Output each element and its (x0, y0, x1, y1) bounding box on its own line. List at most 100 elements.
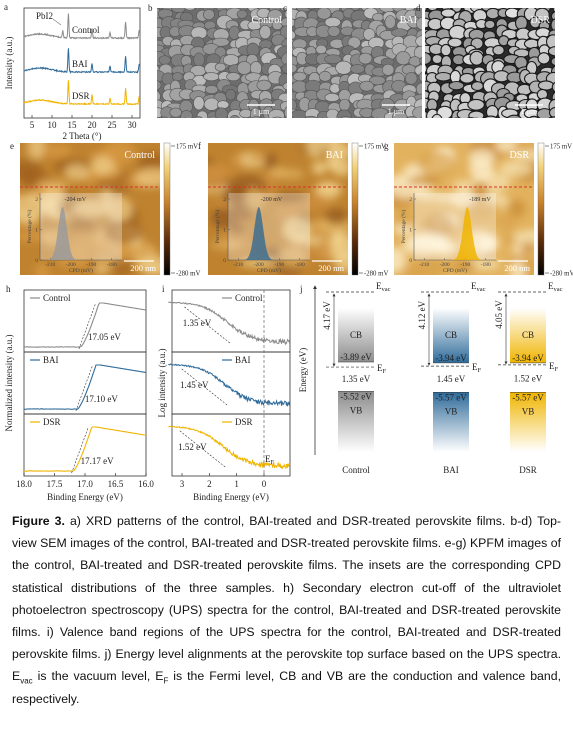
inset-tick-label: 1 (223, 228, 226, 234)
kpfm-image (394, 143, 534, 275)
image-label: DSR (531, 15, 551, 26)
caption-symbol: E (155, 669, 164, 684)
x-tick-label: 16.0 (138, 479, 154, 489)
grain (336, 109, 352, 118)
colorbar-label: 175 mV (550, 144, 572, 151)
kpfm-blob (509, 259, 526, 275)
grain (216, 100, 230, 110)
kpfm-blob (244, 187, 264, 211)
inset-x-label: CPD (mV) (257, 267, 281, 274)
grain (236, 61, 252, 75)
grain (284, 106, 287, 118)
grain (547, 46, 555, 57)
inset-x-label: CPD (mV) (69, 267, 93, 274)
grain (321, 116, 329, 118)
symbol-main: E (471, 281, 477, 291)
inset-tick-label: -190 (274, 262, 284, 268)
kpfm-blob (231, 154, 245, 169)
vb-box (338, 391, 374, 452)
kpfm-blob (273, 204, 302, 223)
inset-tick-label: -200 (66, 262, 76, 268)
inset-tick-label: -200 (254, 262, 264, 268)
grain (431, 113, 443, 118)
panel-letter: g (384, 141, 389, 151)
caption: Figure 3. a) XRD patterns of the control… (12, 510, 561, 710)
grain (184, 8, 196, 11)
sem-image (425, 8, 555, 118)
grain (180, 110, 193, 118)
kpfm-blob (90, 155, 114, 175)
peak-label: -204 mV (65, 197, 87, 203)
grain (157, 90, 161, 103)
kpfm-blob (36, 180, 70, 189)
grain (292, 63, 298, 74)
grain (292, 109, 308, 118)
cb-label: CB (350, 330, 362, 340)
grain (229, 114, 240, 118)
x-tick-label: 10 (48, 120, 58, 130)
grain (279, 8, 287, 13)
kpfm-texture (208, 143, 348, 275)
grain (474, 117, 479, 118)
grain (549, 116, 555, 118)
series-label: DSR (72, 91, 90, 101)
scale-label: 1 μm (521, 107, 538, 116)
colorbar-label: -280 mV (364, 271, 388, 278)
grain (468, 110, 485, 118)
tangent (78, 303, 96, 350)
image-label: DSR (510, 150, 530, 161)
vbm-label: -5.57 eV (512, 392, 544, 402)
grain (384, 15, 396, 29)
panel-letter: f (198, 141, 201, 151)
grain (256, 79, 272, 91)
kpfm-blob (41, 143, 72, 158)
symbol-main: E (549, 361, 555, 371)
kpfm-image (20, 143, 160, 275)
kpfm-blob (407, 232, 448, 248)
inset-tick-label: -180 (295, 262, 305, 268)
work-function-label: 4.12 eV (417, 300, 427, 329)
grain (251, 116, 262, 118)
gap-label: 1.45 eV (437, 374, 466, 384)
vb-box (433, 392, 469, 452)
grain (404, 72, 418, 85)
legend-label: BAI (43, 355, 59, 365)
symbol-main: E (472, 362, 478, 372)
grain (149, 120, 162, 131)
gap-label: 1.35 eV (342, 374, 371, 384)
kpfm-blob (453, 261, 477, 272)
kpfm-blob (432, 192, 458, 203)
kpfm-blob (64, 163, 90, 181)
grain (398, 119, 410, 130)
kpfm-blob (42, 184, 65, 210)
kpfm-blob (208, 163, 233, 181)
xrd-curve (23, 48, 141, 75)
grain (271, 116, 283, 118)
symbol: Evac (376, 281, 391, 293)
y-axis-label: Intensity (a.u.) (4, 37, 14, 90)
grain (447, 37, 463, 48)
grain (268, 109, 285, 118)
y-axis-label: Normalized intensity (a.u.) (4, 335, 14, 432)
inset-bg (40, 193, 122, 260)
inset-tick-label: 1 (35, 228, 38, 234)
image-label: BAI (326, 150, 343, 161)
x-tick-label: 15 (68, 120, 78, 130)
grain (412, 106, 422, 118)
kpfm-blob (239, 258, 280, 268)
kpfm-blob (73, 199, 111, 218)
legend-label: DSR (235, 417, 253, 427)
grain (406, 115, 418, 118)
frame (23, 7, 141, 119)
y-axis-label: Energy (eV) (298, 348, 308, 393)
edge-label: 1.45 eV (180, 380, 209, 390)
frame (171, 413, 291, 477)
kpfm-blob (334, 252, 348, 273)
tangent (71, 427, 89, 474)
grain (329, 83, 341, 94)
colorbar (163, 142, 171, 276)
inset-tick-label: -180 (481, 262, 491, 268)
grain (225, 88, 236, 101)
grain (280, 17, 287, 28)
cbm-label: -3.94 eV (512, 353, 544, 363)
